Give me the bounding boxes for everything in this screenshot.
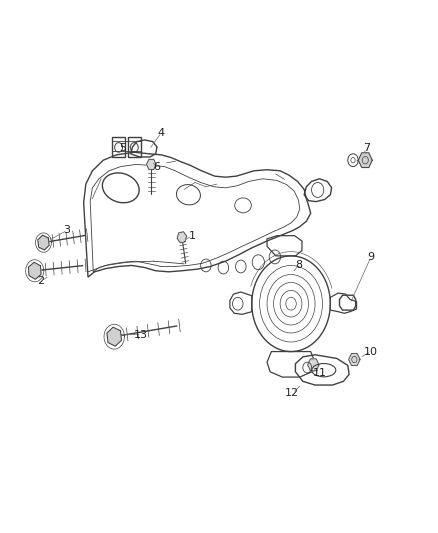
Text: 4: 4 <box>158 127 165 138</box>
Polygon shape <box>38 235 49 250</box>
Text: 3: 3 <box>64 225 71 236</box>
Text: 10: 10 <box>364 346 378 357</box>
Text: 11: 11 <box>312 368 326 378</box>
Text: 12: 12 <box>285 388 300 398</box>
Text: 8: 8 <box>295 261 302 270</box>
Text: 1: 1 <box>188 231 195 241</box>
Bar <box>112 141 141 151</box>
Text: 7: 7 <box>363 143 370 154</box>
Text: 6: 6 <box>153 161 160 172</box>
Bar <box>112 137 125 157</box>
Polygon shape <box>349 353 360 366</box>
Polygon shape <box>28 262 41 279</box>
Bar <box>128 137 141 157</box>
Polygon shape <box>307 359 319 371</box>
Polygon shape <box>177 232 187 243</box>
Text: 2: 2 <box>37 276 44 286</box>
Text: 5: 5 <box>120 143 127 154</box>
Polygon shape <box>358 153 372 167</box>
Text: 13: 13 <box>134 329 148 340</box>
Polygon shape <box>107 327 121 346</box>
Polygon shape <box>147 159 156 169</box>
Text: 9: 9 <box>367 252 374 262</box>
